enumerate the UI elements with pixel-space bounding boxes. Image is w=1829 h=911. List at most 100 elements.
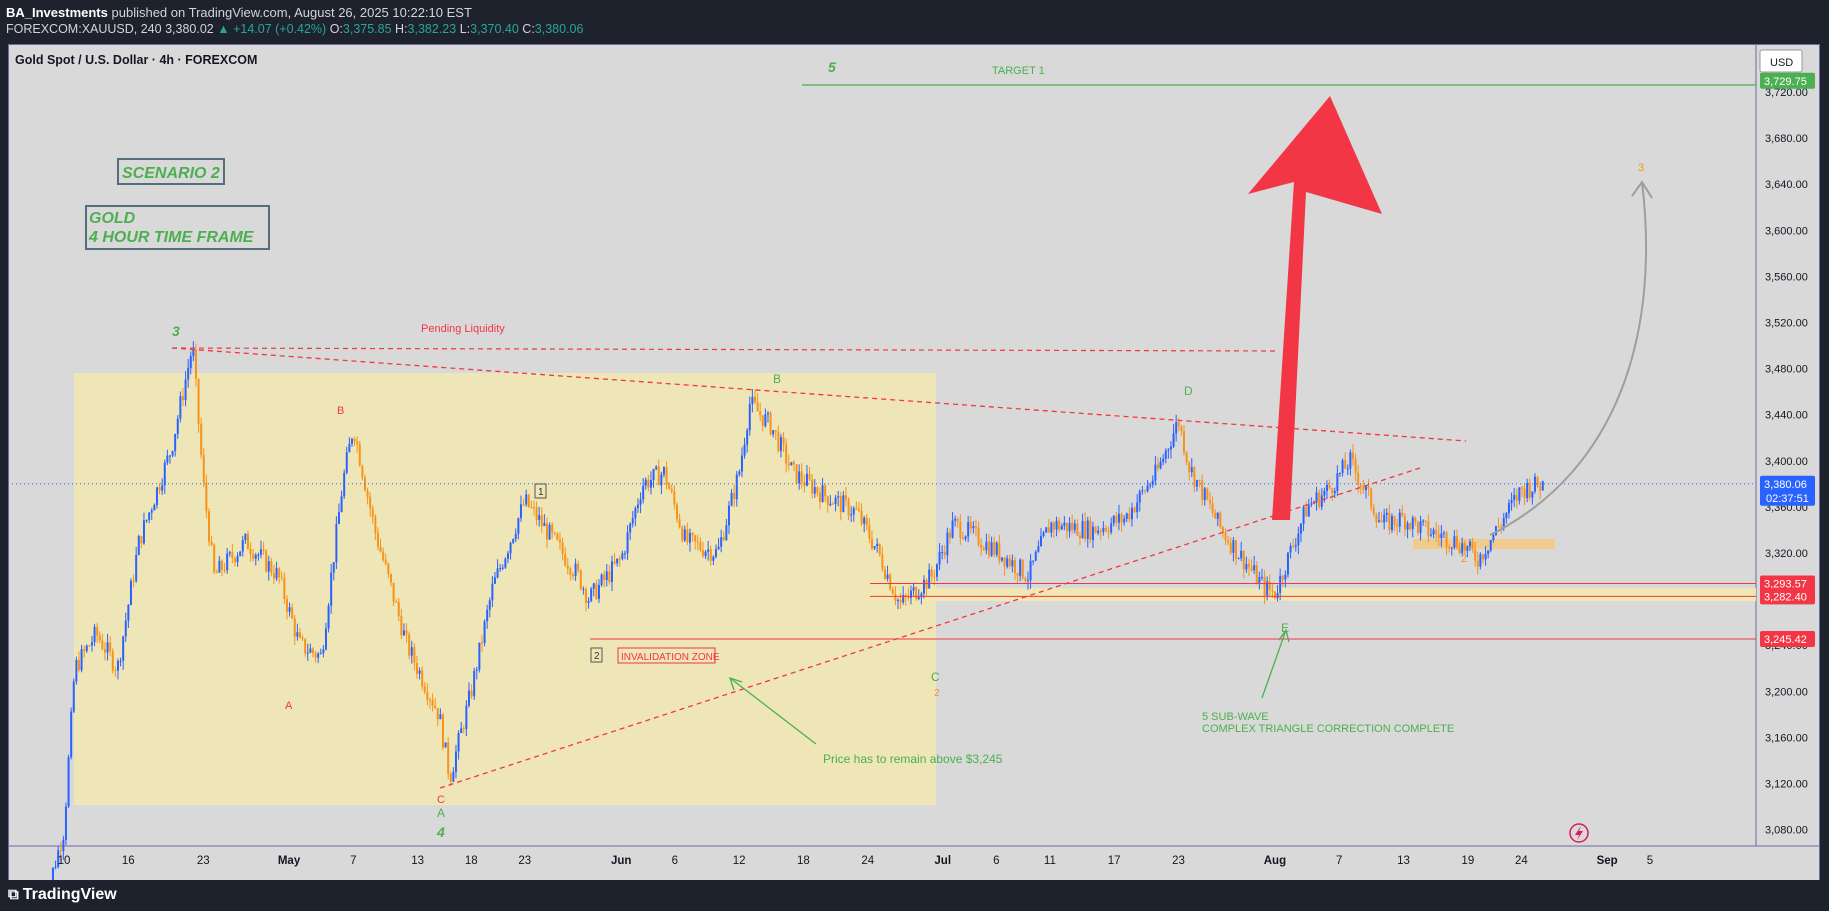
publish-line: BA_Investments published on TradingView.… <box>6 5 472 20</box>
x-tick-label: 10 <box>58 855 71 867</box>
candle-down <box>1401 512 1404 517</box>
candle-up <box>574 563 577 577</box>
candle-down <box>774 430 777 432</box>
candle-down <box>618 558 621 560</box>
candle-up <box>296 632 299 637</box>
candle-down <box>930 569 933 577</box>
candle-up <box>129 580 132 606</box>
price-tag-bg <box>1760 72 1815 89</box>
candle-up <box>1055 520 1058 530</box>
wave-a-green-label: A <box>437 806 445 820</box>
candle-down <box>868 525 871 539</box>
candle-down <box>1268 581 1271 590</box>
candle-up <box>1037 546 1040 552</box>
candle-down <box>558 539 561 543</box>
candle-down <box>571 574 574 577</box>
candle-down <box>1198 480 1201 482</box>
publisher-name[interactable]: BA_Investments <box>6 5 108 20</box>
triangle-lower-line <box>439 467 1421 789</box>
wave-d-label: D <box>1184 384 1193 398</box>
wave-3-label: 3 <box>172 323 180 339</box>
candle-up <box>184 379 187 401</box>
candle-down <box>353 438 356 442</box>
candle-up <box>600 574 603 586</box>
candle-up <box>1146 485 1149 492</box>
candle-up <box>592 583 595 589</box>
candle-up <box>1502 518 1505 527</box>
candle-up <box>1112 516 1115 524</box>
currency-button[interactable]: USD <box>1770 57 1793 69</box>
candle-up <box>1383 514 1386 523</box>
candle-up <box>236 555 239 563</box>
x-tick-label: 23 <box>518 855 531 867</box>
pending-liquidity-label: Pending Liquidity <box>421 323 505 335</box>
candle-down <box>262 549 265 551</box>
candle-down <box>1052 522 1055 530</box>
candle-down <box>1271 589 1274 592</box>
candle-down <box>933 576 936 578</box>
candle-down <box>387 563 390 574</box>
candle-up <box>1489 540 1492 551</box>
candle-up <box>1325 484 1328 492</box>
candle-up <box>478 642 481 670</box>
candle-down <box>280 576 283 578</box>
candle-up <box>821 485 824 503</box>
candle-up <box>501 567 504 569</box>
candle-up <box>1034 551 1037 561</box>
candle-down <box>761 415 764 426</box>
candle-up <box>1240 550 1243 559</box>
tradingview-logo[interactable]: ⧉ TradingView <box>8 886 117 904</box>
candle-down <box>1351 452 1354 460</box>
candle-down <box>405 630 408 635</box>
x-tick-label: 12 <box>733 855 746 867</box>
candle-up <box>145 519 148 521</box>
candle-down <box>1318 492 1321 507</box>
candle-down <box>1156 464 1159 469</box>
candle-up <box>688 532 691 543</box>
candle-up <box>751 396 754 405</box>
candle-down <box>1024 577 1027 581</box>
candle-down <box>844 495 847 500</box>
candle-up <box>467 690 470 706</box>
x-tick-label: May <box>278 855 301 867</box>
candle-down <box>109 642 112 652</box>
chart-title: Gold Spot / U.S. Dollar · 4h · FOREXCOM <box>15 53 257 67</box>
candle-down <box>977 527 980 545</box>
candle-down <box>982 548 985 551</box>
close-label: C: <box>522 22 535 36</box>
candle-up <box>704 551 707 556</box>
candle-up <box>1390 516 1393 531</box>
candle-up <box>1019 559 1022 576</box>
candle-up <box>1172 433 1175 447</box>
candle-up <box>543 523 546 527</box>
candle-down <box>249 549 252 554</box>
candle-down <box>1071 522 1074 531</box>
candle-up <box>1110 523 1113 533</box>
candle-down <box>1013 560 1016 574</box>
candle-up <box>475 669 478 671</box>
candle-down <box>987 541 990 556</box>
candle-down <box>181 396 184 401</box>
candle-up <box>896 599 899 601</box>
candle-down <box>470 690 473 697</box>
candle-up <box>483 621 486 644</box>
candle-up <box>1279 575 1282 593</box>
candle-up <box>639 499 642 505</box>
candle-up <box>1149 484 1152 486</box>
wave-c-red-label: C <box>437 794 445 806</box>
candle-down <box>434 705 437 709</box>
candle-down <box>428 699 431 701</box>
high-label: H: <box>395 22 408 36</box>
candle-up <box>1276 592 1279 599</box>
gold-label: GOLD <box>89 210 136 227</box>
candle-down <box>1463 543 1466 551</box>
price-chart[interactable]: Gold Spot / U.S. Dollar · 4h · FOREXCOM … <box>0 0 1829 880</box>
candle-up <box>135 554 138 581</box>
candle-down <box>816 487 819 493</box>
candle-up <box>990 542 993 556</box>
candle-down <box>1523 488 1526 498</box>
candle-up <box>852 508 855 515</box>
lightning-icon[interactable] <box>1569 823 1589 843</box>
candle-down <box>1229 543 1232 553</box>
candle-up <box>509 542 512 554</box>
